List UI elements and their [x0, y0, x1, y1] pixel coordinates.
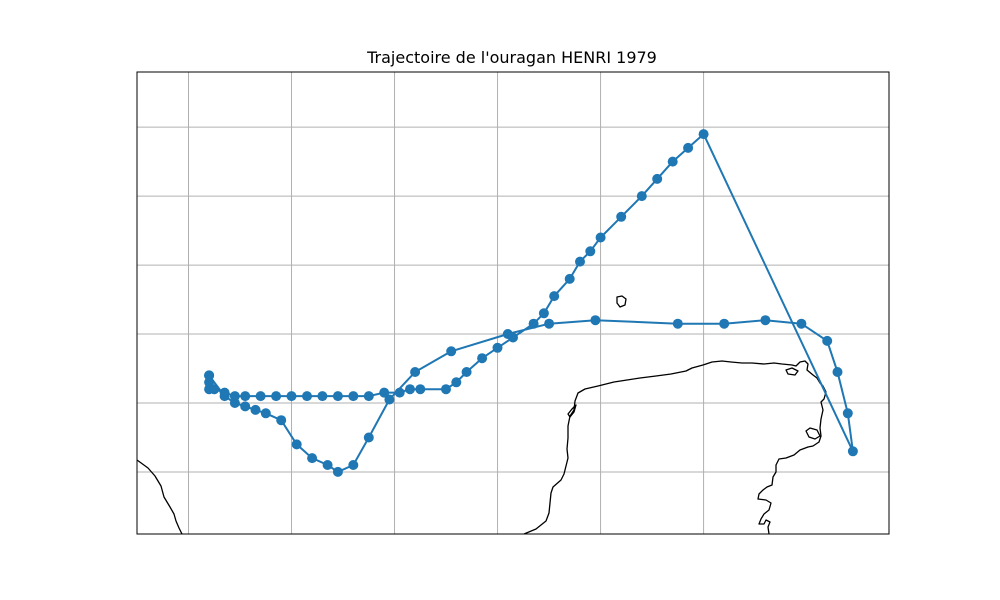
track-point — [260, 408, 271, 419]
track-point — [394, 387, 405, 398]
track-point — [286, 391, 297, 402]
track-point — [636, 191, 647, 202]
track-point — [405, 384, 415, 395]
track-point — [477, 353, 488, 364]
track-point — [575, 256, 585, 267]
track-point — [317, 391, 328, 402]
track-point — [322, 460, 333, 470]
coastline-laguna — [567, 404, 577, 418]
track-point — [307, 453, 318, 464]
track-point — [832, 367, 843, 377]
track-point — [415, 384, 426, 395]
track-point — [719, 318, 730, 329]
track-point — [842, 408, 853, 419]
track-point — [441, 384, 451, 395]
track-point — [332, 466, 343, 477]
track-point — [209, 384, 220, 395]
track-point — [549, 291, 560, 302]
track-point — [363, 391, 374, 402]
track-point — [492, 342, 503, 353]
track-point — [384, 394, 395, 405]
track-point — [219, 387, 230, 398]
track-point — [255, 391, 266, 402]
map-background — [137, 72, 889, 534]
track-point — [590, 315, 601, 326]
track-point — [451, 377, 462, 388]
track-point — [410, 367, 421, 377]
track-point — [528, 318, 539, 329]
track-point — [240, 401, 251, 412]
track-point — [796, 318, 807, 329]
track-point — [595, 232, 606, 243]
track-point — [847, 446, 858, 457]
track-point — [564, 273, 575, 284]
island-cozumel — [616, 295, 627, 308]
coastline-cuba-tip — [805, 427, 821, 440]
track-point — [291, 439, 302, 450]
graticule — [137, 72, 889, 534]
track-point — [250, 404, 261, 415]
track-point — [585, 246, 596, 257]
track-point — [204, 370, 215, 381]
chart-title: Trajectoire de l'ouragan HENRI 1979 — [366, 48, 657, 67]
track-point — [461, 367, 472, 377]
track-point — [667, 156, 678, 167]
track-point — [229, 391, 240, 402]
track-point — [760, 315, 771, 326]
track-point — [363, 432, 374, 443]
coastline-yucatan — [523, 360, 827, 534]
map-frame — [136, 71, 890, 535]
coastline — [137, 295, 827, 534]
coastline-yucatan-inlet — [785, 367, 799, 376]
track-point — [271, 391, 282, 402]
track-point — [672, 318, 683, 329]
track-point — [240, 391, 251, 402]
map-axes — [136, 71, 890, 535]
track-point — [822, 335, 833, 346]
hurricane-track — [204, 129, 858, 477]
track-point — [652, 173, 663, 184]
track-point — [348, 391, 359, 402]
track-point — [544, 318, 555, 329]
track-point — [698, 129, 709, 140]
track-point — [348, 460, 359, 470]
track-point — [332, 391, 343, 402]
track-point — [508, 332, 518, 343]
track-point — [302, 391, 312, 402]
track-point — [229, 398, 240, 408]
track-point — [683, 142, 694, 153]
track-point — [538, 308, 549, 319]
track-point — [379, 387, 390, 398]
coastline-mexico-west — [137, 459, 183, 534]
track-point — [276, 415, 287, 426]
track-point — [204, 377, 215, 388]
track-point — [446, 346, 457, 357]
track-point — [616, 211, 627, 222]
